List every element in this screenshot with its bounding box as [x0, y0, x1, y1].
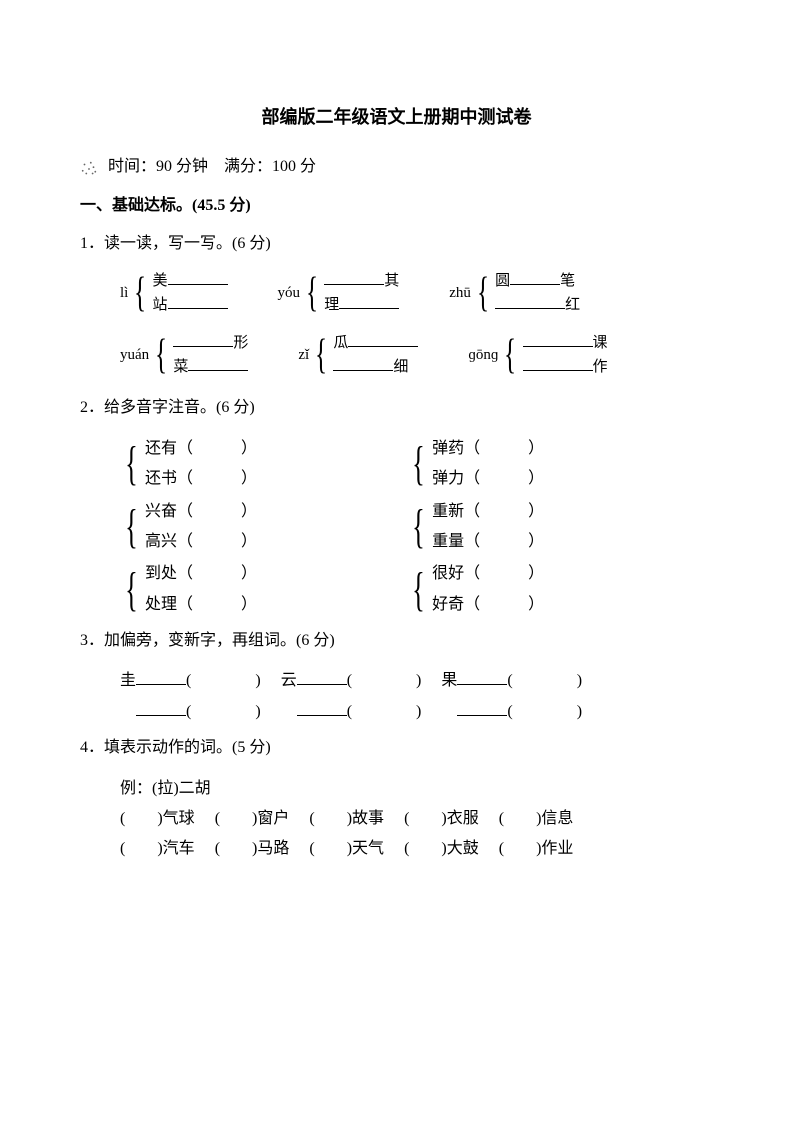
q4-row-2: ( )汽车 ( )马路 ( )天气 ( )大鼓 ( )作业	[120, 834, 713, 864]
time-label: 时间：90 分钟	[108, 158, 208, 175]
section-1-head: 一、基础达标。(45.5 分)	[80, 191, 713, 221]
q2-item: 重新（ ）	[432, 497, 544, 527]
pinyin: yuán	[120, 341, 149, 370]
blank[interactable]	[457, 699, 507, 716]
pinyin: ɡōnɡ	[468, 341, 498, 370]
exam-page: 部编版二年级语文上册期中测试卷 时间：90 分钟 满分：100 分 一、基础达标…	[0, 0, 793, 1122]
pinyin: zhū	[449, 279, 471, 308]
blank[interactable]	[510, 269, 560, 285]
q2-item: 好奇（ ）	[432, 590, 544, 620]
q2-prompt: 2．给多音字注音。(6 分)	[80, 393, 713, 423]
meta-line: 时间：90 分钟 满分：100 分	[80, 152, 713, 182]
blank[interactable]	[339, 293, 399, 309]
q2-item: 到处（ ）	[145, 559, 257, 589]
q1-row-2: yuán { 形 菜 zǐ { 瓜 细 ɡōnɡ { 课 作	[120, 331, 713, 379]
blank[interactable]	[168, 269, 228, 285]
q2-item: 兴奋（ ）	[145, 497, 257, 527]
blank[interactable]	[297, 668, 347, 685]
brace-icon: {	[477, 272, 489, 314]
q1-group: ɡōnɡ { 课 作	[468, 331, 607, 379]
q1-group: yóu { 其 理	[278, 269, 400, 317]
brace-icon: {	[125, 440, 138, 488]
brace-icon: {	[134, 272, 146, 314]
q2-item: 弹药（ ）	[432, 434, 544, 464]
brace-icon: {	[155, 334, 167, 376]
brace-icon: {	[412, 566, 425, 614]
q3-prompt: 3．加偏旁，变新字，再组词。(6 分)	[80, 626, 713, 656]
q1-group: yuán { 形 菜	[120, 331, 248, 379]
blank[interactable]	[457, 668, 507, 685]
q4-row-1: ( )气球 ( )窗户 ( )故事 ( )衣服 ( )信息	[120, 804, 713, 834]
brace-icon: {	[412, 440, 425, 488]
brace-icon: {	[125, 503, 138, 551]
blank[interactable]	[495, 293, 565, 309]
blank[interactable]	[333, 355, 393, 371]
q2-item: 弹力（ ）	[432, 464, 544, 494]
brace-icon: {	[315, 334, 327, 376]
q2-item: 处理（ ）	[145, 590, 257, 620]
q1-group: lì { 美 站	[120, 269, 228, 317]
q2-item: 重量（ ）	[432, 527, 544, 557]
blank[interactable]	[173, 331, 233, 347]
blank[interactable]	[136, 668, 186, 685]
pinyin: zǐ	[298, 341, 309, 370]
blank[interactable]	[523, 355, 593, 371]
blank[interactable]	[188, 355, 248, 371]
q1-group: zǐ { 瓜 细	[298, 331, 418, 379]
q2-item: 高兴（ ）	[145, 527, 257, 557]
q3-row-1: 圭( ) 云( ) 果( )	[120, 666, 713, 696]
pinyin: lì	[120, 279, 128, 308]
page-title: 部编版二年级语文上册期中测试卷	[80, 100, 713, 134]
q2-row: { 兴奋（ ） 高兴（ ） { 重新（ ） 重量（ ）	[120, 497, 713, 558]
brace-icon: {	[412, 503, 425, 551]
star-icon	[80, 159, 98, 177]
q1-row-1: lì { 美 站 yóu { 其 理 zhū { 圆笔 红	[120, 269, 713, 317]
brace-icon: {	[306, 272, 318, 314]
blank[interactable]	[348, 331, 418, 347]
blank[interactable]	[523, 331, 593, 347]
pinyin: yóu	[278, 279, 301, 308]
brace-icon: {	[504, 334, 516, 376]
q4-prompt: 4．填表示动作的词。(5 分)	[80, 733, 713, 763]
q1-prompt: 1．读一读，写一写。(6 分)	[80, 229, 713, 259]
q2-item: 还书（ ）	[145, 464, 257, 494]
q2-row: { 还有（ ） 还书（ ） { 弹药（ ） 弹力（ ）	[120, 434, 713, 495]
brace-icon: {	[125, 566, 138, 614]
pair: 美 站	[153, 269, 228, 317]
q2-row: { 到处（ ） 处理（ ） { 很好（ ） 好奇（ ）	[120, 559, 713, 620]
blank[interactable]	[297, 699, 347, 716]
blank[interactable]	[324, 269, 384, 285]
q4-example: 例：(拉)二胡	[120, 774, 713, 804]
blank[interactable]	[168, 293, 228, 309]
q2-item: 很好（ ）	[432, 559, 544, 589]
score-label: 满分：100 分	[224, 158, 316, 175]
blank[interactable]	[136, 699, 186, 716]
q2-item: 还有（ ）	[145, 434, 257, 464]
q3-row-2: ( ) ( ) ( )	[120, 697, 713, 727]
q1-group: zhū { 圆笔 红	[449, 269, 580, 317]
